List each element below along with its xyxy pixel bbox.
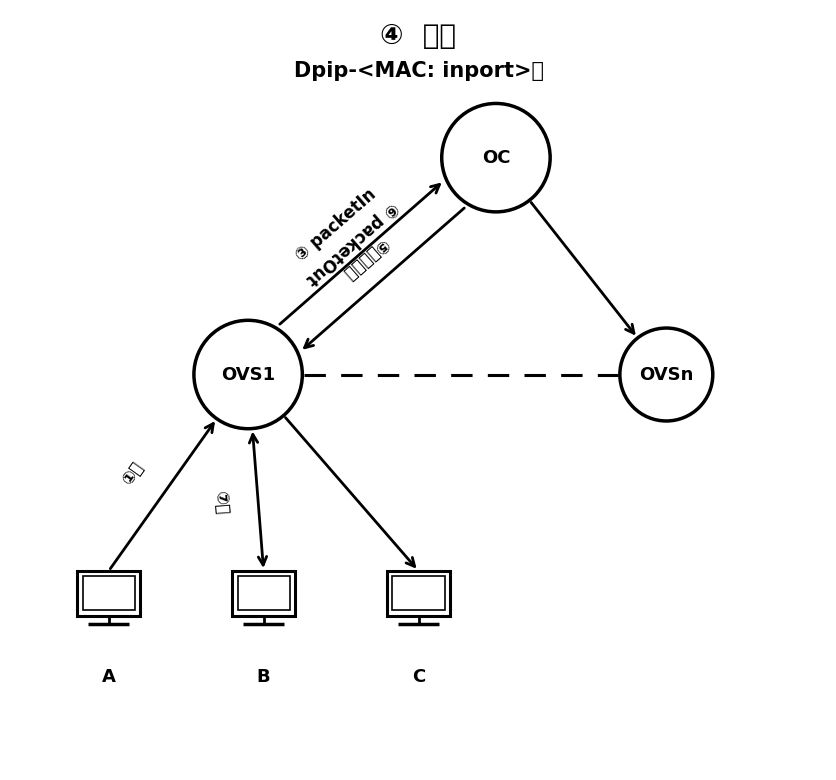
Text: ⑦帧: ⑦帧 (211, 490, 231, 516)
Circle shape (619, 328, 712, 421)
Text: C: C (411, 668, 425, 686)
Text: Dpip-<MAC: inport>表: Dpip-<MAC: inport>表 (293, 61, 543, 81)
Circle shape (194, 321, 302, 429)
Bar (237, 576, 289, 610)
Bar (77, 571, 140, 615)
Text: ③ packetIn: ③ packetIn (293, 186, 380, 265)
Text: OVS1: OVS1 (221, 366, 275, 384)
Bar (392, 576, 444, 610)
Bar (232, 571, 295, 615)
Circle shape (441, 104, 549, 212)
Bar (83, 576, 135, 610)
Text: ⑤增加流表
⑥ packetOut: ⑤增加流表 ⑥ packetOut (302, 198, 415, 304)
Text: OVSn: OVSn (639, 366, 693, 384)
Bar (386, 571, 450, 615)
Text: OC: OC (482, 149, 510, 167)
Text: B: B (257, 668, 270, 686)
Text: ①帧: ①帧 (118, 459, 146, 488)
Text: A: A (102, 668, 115, 686)
Text: ④  更新: ④ 更新 (380, 22, 456, 50)
